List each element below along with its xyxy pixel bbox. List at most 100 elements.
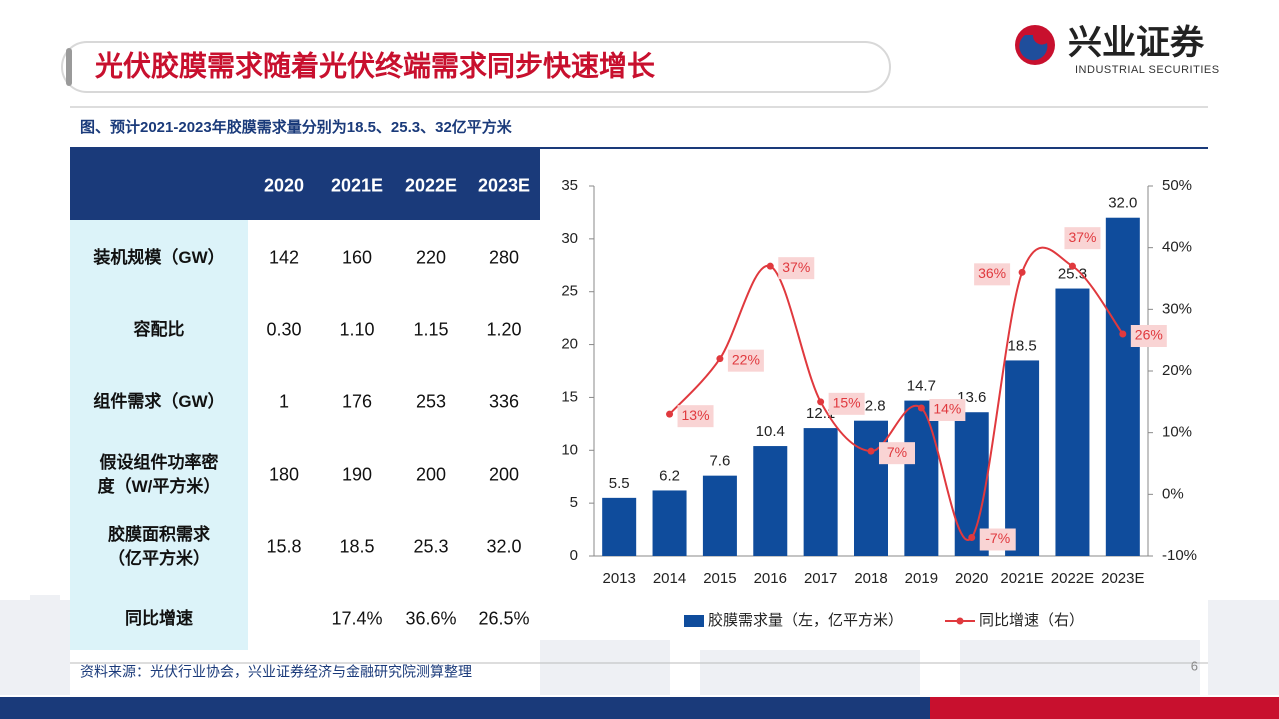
title-accent <box>66 48 72 86</box>
line-label-bg <box>727 349 764 372</box>
table-cell: 1.10 <box>339 319 375 340</box>
y2-tick-label: 20% <box>1162 362 1192 379</box>
table-cell: 32.0 <box>486 536 522 557</box>
footer-band-accent <box>930 697 1279 719</box>
line-value-label: -7% <box>985 530 1010 546</box>
line-point <box>1018 268 1026 276</box>
line-value-label: 7% <box>887 444 907 460</box>
source-note: 资料来源：光伏行业协会，兴业证券经济与金融研究院测算整理 <box>80 664 472 680</box>
bar-value-label: 5.5 <box>609 475 630 492</box>
line-value-label: 22% <box>732 351 760 367</box>
legend-label: 同比增速（右） <box>979 612 1084 629</box>
line-point <box>817 398 825 406</box>
column-header: 2023E <box>477 175 531 196</box>
row-label: 容配比 <box>133 320 185 340</box>
bar <box>602 497 637 556</box>
table-cell: 1.20 <box>486 319 522 340</box>
line-value-label: 37% <box>782 259 810 275</box>
logo-english: INDUSTRIAL SECURITIES <box>1075 64 1220 76</box>
chart: 0 5 10 15 20 25 30 35 -10% 0% 10% 20% 30% 40% 50% 2013 2… <box>561 177 1197 629</box>
table-cell: 280 <box>488 247 520 268</box>
row-label: 胶膜面积需求 （亿平方米） <box>108 524 210 568</box>
line-point <box>867 447 875 455</box>
x-tick-label: 2017 <box>804 570 837 587</box>
line-point <box>968 534 976 541</box>
x-tick-label: 2015 <box>703 570 736 587</box>
y-tick-label: 25 <box>561 283 578 300</box>
column-header: 2022E <box>404 175 458 196</box>
bar-value-label: 12.1 <box>806 405 835 422</box>
line-label-bg <box>1064 227 1101 250</box>
table-cell: 15.8 <box>266 536 302 557</box>
table-header-bg <box>70 149 540 220</box>
line-point <box>917 404 925 412</box>
table-cell: 142 <box>268 247 300 268</box>
line-label-bg <box>828 392 865 415</box>
y-tick-label: 0 <box>570 547 578 564</box>
line-label-bg <box>778 257 815 280</box>
row-label: 组件需求（GW） <box>93 392 225 412</box>
legend-swatch <box>684 615 704 627</box>
x-tick-label: 2020 <box>955 570 988 587</box>
bar <box>854 420 888 556</box>
bar <box>1055 288 1090 556</box>
table-cell: 176 <box>341 391 373 412</box>
line-label-bg <box>979 528 1016 551</box>
bar <box>1105 217 1140 556</box>
logo-mark-inner <box>1019 35 1048 61</box>
line-value-label: 36% <box>978 265 1006 281</box>
table-cell: 17.4% <box>331 608 383 629</box>
line-point <box>1068 262 1076 270</box>
bar-value-label: 6.2 <box>659 467 680 484</box>
table-cell: 36.6% <box>405 608 457 629</box>
slide-title: 光伏胶膜需求随着光伏终端需求同步快速增长 <box>94 49 655 81</box>
logo-name: 兴业证券 <box>1068 24 1205 62</box>
line-label-bg <box>974 263 1011 286</box>
line-value-label: 15% <box>833 395 861 411</box>
legend-swatch-dot <box>956 617 964 625</box>
bar <box>1005 360 1040 556</box>
table-cell: 0.30 <box>266 319 302 340</box>
line-value-label: 14% <box>933 401 961 417</box>
bar <box>803 428 838 556</box>
bar <box>652 490 687 556</box>
y-tick-label: 20 <box>561 336 578 353</box>
bar <box>702 475 737 556</box>
table-cell: 253 <box>415 391 447 412</box>
figure-caption: 图、预计2021-2023年胶膜需求量分别为18.5、25.3、32亿平方米 <box>80 118 513 136</box>
line-point <box>666 410 674 418</box>
line-point <box>716 355 724 363</box>
column-header: 2021E <box>330 175 384 196</box>
y2-tick-label: 0% <box>1162 485 1184 502</box>
table-cell: 160 <box>341 247 373 268</box>
column-header: 2020 <box>263 175 305 196</box>
y-tick-label: 35 <box>561 177 578 194</box>
skyline <box>0 595 1279 695</box>
line-point <box>766 262 774 270</box>
bar <box>904 400 939 556</box>
line-value-label: 13% <box>682 407 710 423</box>
legend-label: 胶膜需求量（左，亿平方米） <box>708 612 903 629</box>
bar-value-label: 7.6 <box>709 453 730 470</box>
bar-value-label: 10.4 <box>756 423 785 440</box>
row-label: 装机规模（GW） <box>93 248 225 267</box>
bar-value-label: 14.7 <box>907 378 936 395</box>
line-point <box>1119 330 1127 338</box>
title-box <box>61 41 891 93</box>
table-cell: 1 <box>278 391 290 412</box>
y2-tick-label: 10% <box>1162 424 1192 441</box>
line-label-bg <box>879 442 915 465</box>
line-label-bg <box>677 405 714 428</box>
y-tick-label: 10 <box>561 441 578 458</box>
y-tick-label: 5 <box>570 494 578 511</box>
table-cell: 200 <box>488 464 520 485</box>
x-tick-label: 2019 <box>905 570 938 587</box>
table-cell: 336 <box>488 391 520 412</box>
table-cell: 18.5 <box>339 536 375 557</box>
row-label: 假设组件功率密 度（W/平方米） <box>97 452 221 496</box>
y-tick-label: 15 <box>561 388 578 405</box>
table-cell: 25.3 <box>413 536 449 557</box>
footer-band <box>0 697 930 719</box>
